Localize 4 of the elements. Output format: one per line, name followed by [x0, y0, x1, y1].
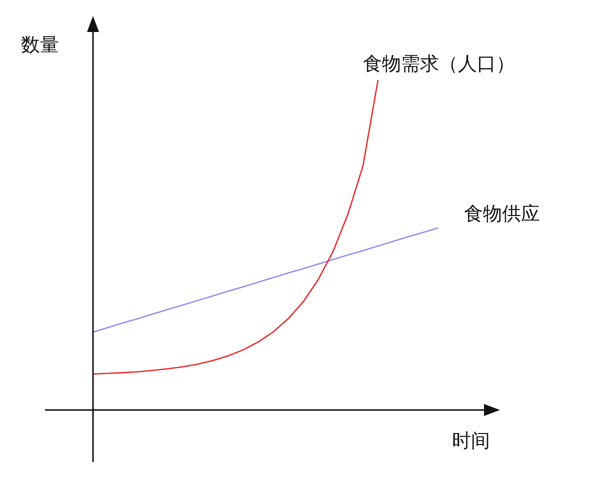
- series-label: 食物需求（人口）: [362, 53, 515, 75]
- series-label: 食物供应: [464, 202, 540, 225]
- x-axis-title: 时间: [452, 430, 490, 452]
- y-axis-title: 数量: [21, 34, 59, 56]
